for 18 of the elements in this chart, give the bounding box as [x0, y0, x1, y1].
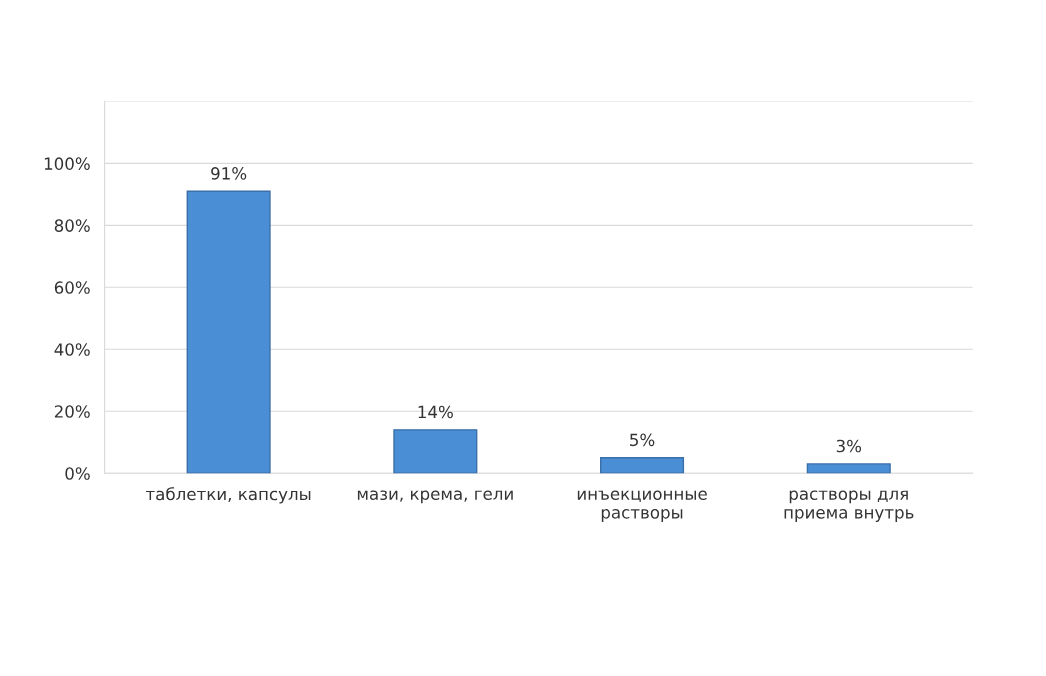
y-tick-label: 40%: [54, 343, 90, 356]
x-tick-label: инъекционные растворы: [577, 490, 707, 522]
x-tick-label: растворы для приема внутрь: [784, 490, 914, 522]
data-label: 5%: [630, 433, 655, 447]
y-tick-label: 80%: [54, 219, 90, 232]
data-label: 3%: [836, 439, 862, 453]
bar: [393, 429, 478, 474]
x-tick-label: мази, крема, гели: [357, 490, 513, 504]
data-label: 91%: [211, 167, 247, 180]
data-label: 14%: [418, 405, 453, 419]
bar: [186, 190, 271, 474]
y-tick-label: 0%: [65, 467, 90, 480]
y-tick-label: 60%: [54, 281, 90, 294]
y-tick-label: 20%: [54, 405, 90, 418]
x-tick-label: таблетки, капсулы: [145, 487, 311, 504]
y-tick-label: 100%: [44, 157, 90, 170]
bar: [600, 457, 685, 474]
bar: [806, 463, 891, 474]
